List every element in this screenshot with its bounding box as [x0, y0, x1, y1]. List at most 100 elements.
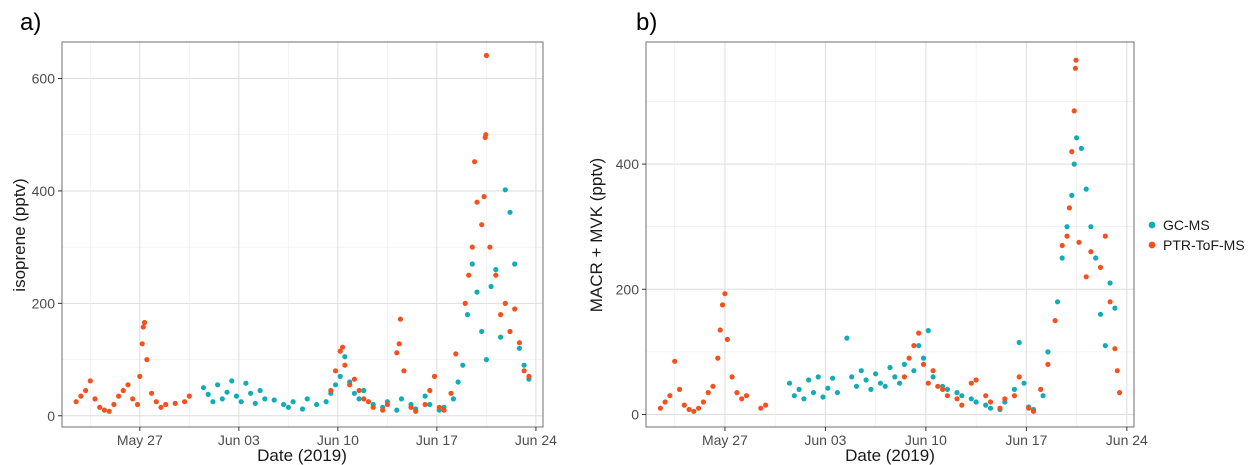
data-point-ptr-tof-ms [1026, 405, 1032, 411]
data-point-ptr-tof-ms [92, 396, 98, 402]
data-point-ptr-tof-ms [739, 396, 745, 402]
data-point-ptr-tof-ms [380, 407, 386, 413]
panel-b-y-axis-title: MACR + MVK (pptv) [587, 158, 606, 312]
legend-marker-ptr-tof-ms [1148, 241, 1156, 249]
data-point-gc-ms [987, 405, 994, 411]
data-point-gc-ms [479, 328, 485, 335]
data-point-gc-ms [229, 378, 235, 384]
data-point-ptr-tof-ms [498, 312, 504, 318]
data-point-ptr-tof-ms [705, 390, 711, 396]
data-point-ptr-tof-ms [1102, 233, 1108, 239]
data-point-gc-ms [469, 261, 475, 267]
data-point-gc-ms [944, 386, 951, 392]
data-point-gc-ms [901, 361, 908, 367]
data-point-gc-ms [248, 390, 254, 396]
data-point-ptr-tof-ms [686, 406, 692, 413]
data-point-ptr-tof-ms [944, 393, 951, 399]
data-point-gc-ms [224, 389, 230, 395]
data-point-ptr-tof-ms [453, 351, 459, 357]
data-point-ptr-tof-ms [1066, 205, 1072, 211]
data-point-ptr-tof-ms [332, 368, 339, 374]
data-point-gc-ms [834, 390, 841, 396]
data-point-ptr-tof-ms [140, 324, 146, 330]
data-point-ptr-tof-ms [940, 386, 946, 392]
x-tick-label: Jun 17 [1005, 432, 1047, 448]
x-tick-label: Jun 24 [515, 432, 557, 448]
data-point-ptr-tof-ms [83, 387, 89, 394]
data-point-ptr-tof-ms [724, 336, 730, 342]
x-tick-label: May 27 [702, 432, 748, 448]
y-tick-label: 0 [47, 408, 55, 424]
data-point-ptr-tof-ms [743, 393, 750, 399]
data-point-ptr-tof-ms [158, 404, 164, 410]
data-point-gc-ms [806, 377, 812, 383]
data-point-gc-ms [502, 187, 508, 193]
data-point-gc-ms [238, 399, 244, 405]
data-point-gc-ms [488, 283, 494, 290]
panel-a: a) 0 200 400 600 May 27 Jun 03 Jun 10 Jun 17 Ju… [10, 9, 557, 465]
data-point-gc-ms [1016, 339, 1022, 346]
data-point-ptr-tof-ms [182, 399, 188, 405]
data-point-ptr-tof-ms [361, 396, 367, 402]
data-point-gc-ms [262, 396, 268, 402]
data-point-gc-ms [1040, 393, 1046, 399]
data-point-gc-ms [215, 382, 221, 388]
legend-label-ptr-tof-ms: PTR-ToF-MS [1163, 237, 1245, 253]
data-point-ptr-tof-ms [1069, 149, 1075, 155]
data-point-ptr-tof-ms [337, 348, 343, 354]
data-point-gc-ms [877, 380, 884, 386]
data-point-gc-ms [1083, 186, 1089, 192]
y-tick-label: 400 [616, 156, 640, 172]
data-point-ptr-tof-ms [681, 402, 687, 408]
data-point-ptr-tof-ms [130, 396, 136, 402]
data-point-gc-ms [887, 364, 893, 371]
data-point-ptr-tof-ms [1097, 264, 1104, 270]
data-point-gc-ms [512, 261, 518, 267]
data-point-gc-ms [205, 391, 211, 397]
data-point-ptr-tof-ms [408, 404, 414, 410]
data-point-ptr-tof-ms [141, 319, 148, 326]
data-point-ptr-tof-ms [1073, 57, 1079, 63]
data-point-gc-ms [361, 387, 367, 394]
data-point-ptr-tof-ms [987, 399, 994, 405]
data-point-ptr-tof-ms [758, 405, 764, 411]
data-point-gc-ms [959, 393, 965, 399]
data-point-gc-ms [858, 368, 864, 374]
data-point-gc-ms [1054, 299, 1061, 305]
panel-b-plot-area [646, 42, 1134, 427]
data-point-gc-ms [1093, 255, 1099, 261]
data-point-ptr-tof-ms [436, 404, 442, 410]
y-tick-label: 200 [616, 281, 640, 297]
data-point-ptr-tof-ms [1083, 274, 1089, 280]
data-point-gc-ms [1097, 311, 1104, 317]
data-point-ptr-tof-ms [1052, 318, 1058, 324]
data-point-gc-ms [791, 393, 797, 399]
legend-label-gc-ms: GC-MS [1163, 217, 1210, 233]
data-point-gc-ms [342, 354, 348, 360]
data-point-ptr-tof-ms [163, 401, 169, 408]
data-point-gc-ms [219, 396, 225, 402]
data-point-gc-ms [853, 383, 860, 389]
data-point-ptr-tof-ms [920, 361, 927, 367]
data-point-ptr-tof-ms [120, 387, 126, 394]
data-point-gc-ms [281, 401, 287, 408]
data-point-ptr-tof-ms [1030, 408, 1037, 414]
x-tick-label: May 27 [117, 432, 163, 448]
data-point-ptr-tof-ms [487, 244, 493, 250]
data-point-ptr-tof-ms [722, 291, 728, 297]
data-point-ptr-tof-ms [356, 387, 362, 394]
data-point-ptr-tof-ms [396, 341, 402, 347]
data-point-ptr-tof-ms [1072, 65, 1078, 71]
panel-b: b) 0 200 400 May 27 Jun 03 Jun 10 Jun 17 Jun 2… [587, 9, 1148, 465]
data-point-gc-ms [930, 374, 936, 380]
data-point-gc-ms [973, 399, 979, 405]
data-point-ptr-tof-ms [676, 386, 683, 392]
data-point-gc-ms [796, 386, 802, 392]
data-point-ptr-tof-ms [672, 358, 678, 364]
data-point-gc-ms [920, 355, 927, 361]
data-point-ptr-tof-ms [662, 399, 668, 405]
data-point-gc-ms [252, 400, 258, 406]
panel-b-points [657, 57, 1123, 414]
data-point-gc-ms [801, 396, 807, 402]
data-point-ptr-tof-ms [512, 306, 518, 312]
